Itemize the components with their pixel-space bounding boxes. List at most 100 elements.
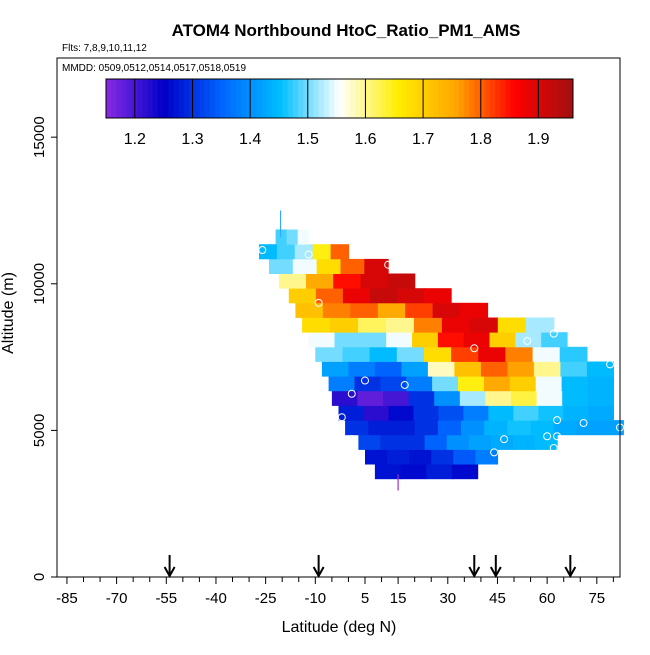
colorbar-swatch-16: [189, 79, 195, 118]
heatmap-cell-r2-c7: [512, 434, 536, 450]
heatmap-cell-r5-c0: [331, 390, 359, 406]
heatmap-cell-r3-c0: [345, 420, 369, 436]
plot-frame: [56, 57, 621, 578]
colorbar-swatch-33: [277, 79, 283, 118]
x-tick-label-4: -25: [255, 590, 277, 607]
heatmap-cell-r5-c4: [434, 390, 461, 406]
colorbar-swatch-32: [272, 79, 278, 118]
sample-point-19: [490, 448, 499, 457]
sample-point-3: [314, 298, 323, 307]
sample-point-11: [337, 413, 346, 422]
heatmap-cell-r4-c1: [363, 405, 390, 421]
heatmap-cell-r4-c7: [513, 405, 539, 421]
colorbar-swatch-89: [567, 79, 574, 118]
colorbar-swatch-34: [282, 79, 289, 118]
heatmap-cell-r5-c3: [408, 390, 435, 406]
colorbar-swatch-8: [147, 79, 154, 118]
heatmap-cell-r8-c4: [423, 346, 452, 362]
colorbar-swatch-17: [194, 79, 200, 118]
colorbar-swatch-49: [360, 79, 366, 118]
colorbar-swatch-40: [313, 79, 320, 118]
colorbar-swatch-29: [256, 79, 263, 118]
heatmap-cell-r10-c5: [441, 317, 471, 333]
heatmap-cell-r15-c4: [330, 244, 350, 260]
colorbar-swatch-43: [329, 79, 335, 118]
colorbar-swatch-73: [484, 79, 491, 118]
x-tick-label-5: -10: [304, 590, 326, 607]
colorbar-tick-label-5: 1.7: [412, 131, 434, 148]
heatmap-cell-r9-c3: [386, 332, 413, 348]
sample-point-1: [304, 250, 313, 259]
heatmap-cell-r8-c6: [478, 346, 507, 362]
heatmap-cell-r8-c0: [315, 346, 344, 362]
colorbar-swatch-67: [453, 79, 460, 118]
colorbar-swatch-81: [526, 79, 532, 118]
heatmap-cell-r1-c3: [431, 449, 454, 465]
colorbar-swatch-25: [235, 79, 242, 118]
colorbar-swatch-46: [344, 79, 351, 118]
heatmap-cell-r4-c0: [338, 405, 365, 421]
heatmap-cell-r8-c1: [342, 346, 371, 362]
chart-title: ATOM4 Northbound HtoC_Ratio_PM1_AMS: [172, 21, 521, 40]
y-tick-label-0: 0: [31, 573, 48, 581]
heatmap-cell-r1-c0: [365, 449, 388, 465]
colorbar-swatch-63: [432, 79, 439, 118]
heatmap-cell-r3-c4: [437, 420, 462, 436]
heatmap-cell-r11-c6: [460, 302, 489, 318]
colorbar-swatch-4: [126, 79, 133, 118]
heatmap-cell-r12-c2: [342, 288, 371, 304]
heatmap-cell-r12-c4: [397, 288, 425, 304]
colorbar-swatch-12: [168, 79, 174, 118]
heatmap-cell-r6-c5: [458, 376, 485, 392]
colorbar-swatch-13: [173, 79, 180, 118]
heatmap-cell-r12-c3: [370, 288, 398, 304]
heatmap-cell-r7-c6: [480, 361, 508, 377]
sample-point-0: [258, 246, 267, 255]
heatmap-cell-r4-c6: [488, 405, 514, 421]
heatmap-cell-r13-c3: [360, 273, 389, 289]
heatmap-cell-r3-c6: [484, 420, 508, 436]
sample-point-9: [400, 380, 409, 389]
colorbar-swatch-65: [443, 79, 449, 118]
colorbar-swatch-54: [386, 79, 392, 118]
colorbar-swatch-82: [531, 79, 538, 118]
colorbar-swatch-57: [401, 79, 408, 118]
colorbar: 1.2 1.3 1.4 1.5 1.6 1.7 1.8 1.9: [105, 78, 574, 148]
colorbar-swatch-1: [111, 79, 117, 118]
colorbar-swatch-53: [381, 79, 387, 118]
sample-point-10: [347, 389, 356, 398]
heatmap-cell-r2-c4: [446, 434, 470, 450]
heatmap-cell-r8-c2: [369, 346, 398, 362]
colorbar-swatch-24: [230, 79, 237, 118]
x-tick-label-10: 60: [539, 590, 556, 607]
heatmap-cell-r12-c1: [315, 288, 344, 304]
colorbar-swatch-30: [261, 79, 268, 118]
colorbar-swatch-11: [163, 79, 169, 118]
heatmap-cell-r14-c3: [340, 258, 365, 274]
colorbar-swatch-61: [422, 79, 429, 118]
heatmap-cell-r2-c3: [424, 434, 448, 450]
profile-arrow-head-2: [468, 566, 481, 579]
heatmap-cell-r6-c6: [483, 376, 511, 392]
colorbar-swatch-7: [142, 79, 149, 118]
heatmap-cell-r10-c7: [497, 317, 527, 333]
heatmap-cell-r10-c2: [358, 317, 387, 333]
x-tick-label-7: 15: [390, 590, 407, 607]
heatmap-cell-r16-c2: [297, 229, 310, 245]
sample-point-16: [543, 432, 552, 441]
heatmap-cell-r15-c3: [312, 244, 332, 260]
heatmap-cell-r0-c1: [400, 464, 427, 480]
heatmap-cell-r7-c5: [454, 361, 482, 377]
heatmap-layer: [259, 210, 624, 491]
colorbar-swatch-85: [547, 79, 553, 118]
heatmap-cell-r9-c1: [334, 332, 361, 348]
colorbar-swatch-20: [209, 79, 216, 118]
heatmap-cell-r6-c9: [561, 376, 589, 392]
heatmap-cell-r1-c4: [453, 449, 476, 465]
heatmap-cell-r16-c0: [275, 229, 288, 245]
colorbar-swatch-69: [464, 79, 470, 118]
heatmap-cell-r9-c0: [308, 332, 336, 348]
colorbar-swatch-26: [240, 79, 247, 118]
heatmap-cell-r7-c9: [560, 361, 588, 377]
